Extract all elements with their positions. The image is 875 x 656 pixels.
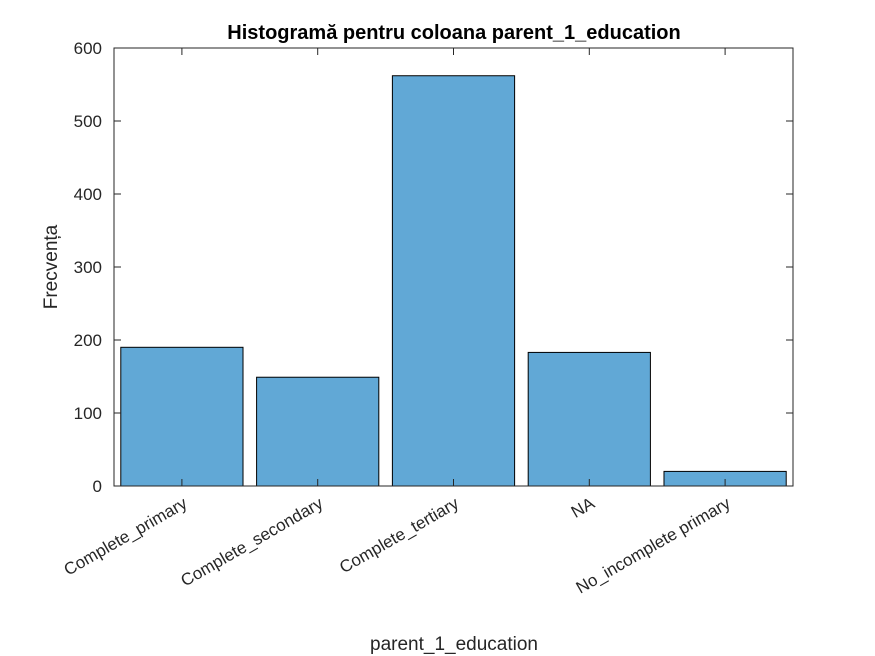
bar-na <box>527 351 651 487</box>
y-axis-label: Frecvența <box>41 224 62 309</box>
bar-complete-secondary <box>256 376 380 487</box>
x-tick-label: NA <box>568 493 599 522</box>
x-tick-label: Complete_secondary <box>178 493 327 590</box>
x-tick-label: Complete_primary <box>61 493 191 579</box>
y-tick-label: 300 <box>74 258 102 277</box>
y-tick-label: 500 <box>74 112 102 131</box>
y-tick-label: 400 <box>74 185 102 204</box>
y-tick-label: 0 <box>93 477 102 496</box>
bar-complete-tertiary <box>391 75 516 487</box>
plot-area: 0100200300400500600Complete_primaryCompl… <box>61 39 794 597</box>
x-tick-label: Complete_tertiary <box>336 493 462 577</box>
chart-title: Histogramă pentru coloana parent_1_educa… <box>227 22 680 44</box>
y-tick-label: 600 <box>74 39 102 58</box>
x-axis-label: parent_1_education <box>370 634 538 655</box>
bar-complete-primary <box>120 346 244 487</box>
y-tick-label: 100 <box>74 404 102 423</box>
y-tick-label: 200 <box>74 331 102 350</box>
